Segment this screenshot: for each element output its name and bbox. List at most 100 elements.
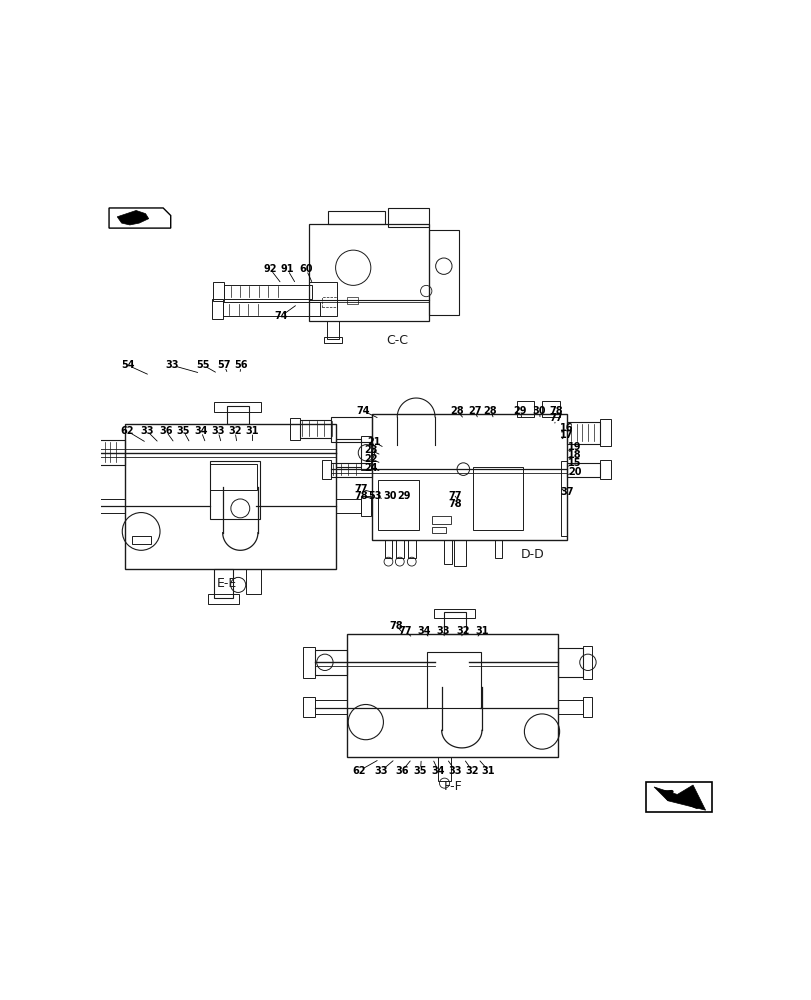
- Bar: [336, 439, 361, 467]
- Text: 62: 62: [120, 426, 133, 436]
- Polygon shape: [109, 208, 170, 228]
- Bar: [97, 499, 125, 513]
- Text: 15: 15: [567, 458, 581, 468]
- Text: 37: 37: [560, 487, 573, 497]
- Text: 92: 92: [263, 264, 277, 274]
- Bar: [303, 697, 315, 717]
- Bar: [361, 496, 371, 516]
- Text: 16: 16: [560, 423, 573, 433]
- Text: 77: 77: [448, 491, 461, 501]
- Bar: [224, 285, 312, 299]
- Bar: [208, 594, 238, 604]
- Bar: [566, 463, 599, 477]
- Polygon shape: [117, 210, 148, 225]
- Text: D-D: D-D: [520, 548, 543, 561]
- Text: 20: 20: [567, 467, 581, 477]
- Text: 32: 32: [465, 766, 478, 776]
- Bar: [371, 414, 567, 540]
- Text: 78: 78: [388, 621, 402, 631]
- Text: 77: 77: [354, 484, 367, 494]
- Bar: [434, 609, 474, 618]
- Bar: [321, 297, 337, 307]
- Bar: [582, 697, 592, 717]
- Bar: [378, 480, 418, 530]
- Bar: [557, 700, 582, 714]
- Bar: [213, 569, 233, 598]
- Bar: [444, 612, 466, 634]
- Text: 32: 32: [228, 426, 242, 436]
- Bar: [324, 337, 341, 343]
- Bar: [566, 422, 599, 444]
- Text: 60: 60: [299, 264, 312, 274]
- Bar: [315, 650, 346, 675]
- Text: F-F: F-F: [443, 780, 461, 793]
- Bar: [542, 401, 559, 417]
- Bar: [346, 634, 557, 757]
- Bar: [431, 527, 445, 533]
- Text: 18: 18: [567, 450, 581, 460]
- Bar: [299, 420, 331, 438]
- Bar: [346, 297, 358, 304]
- Bar: [84, 496, 97, 516]
- Text: 23: 23: [363, 445, 377, 455]
- Text: 31: 31: [246, 426, 259, 436]
- Text: 34: 34: [431, 766, 444, 776]
- Polygon shape: [653, 785, 705, 810]
- Text: 74: 74: [355, 406, 369, 416]
- Bar: [214, 402, 261, 412]
- Bar: [328, 211, 384, 224]
- Bar: [315, 700, 346, 714]
- Bar: [557, 648, 582, 677]
- Text: 21: 21: [367, 437, 380, 447]
- Bar: [223, 302, 320, 316]
- Text: 78: 78: [354, 491, 367, 501]
- Text: 55: 55: [196, 360, 210, 370]
- Text: 34: 34: [194, 426, 208, 436]
- Text: 78: 78: [448, 499, 461, 509]
- Text: 53: 53: [367, 491, 381, 501]
- Text: 29: 29: [397, 491, 410, 501]
- Text: E-E: E-E: [217, 577, 237, 590]
- Bar: [517, 401, 534, 417]
- Bar: [453, 540, 466, 566]
- Text: 27: 27: [467, 406, 481, 416]
- Bar: [582, 646, 592, 679]
- Text: 57: 57: [217, 360, 230, 370]
- Text: 29: 29: [513, 406, 526, 416]
- Text: 33: 33: [165, 360, 178, 370]
- Bar: [212, 299, 223, 319]
- Bar: [331, 463, 371, 477]
- Text: 30: 30: [532, 406, 546, 416]
- Bar: [331, 417, 371, 442]
- Bar: [97, 440, 125, 465]
- Bar: [290, 418, 299, 440]
- Bar: [472, 467, 522, 530]
- Text: 35: 35: [176, 426, 190, 436]
- Text: 56: 56: [234, 360, 247, 370]
- Bar: [431, 516, 450, 524]
- Text: 33: 33: [436, 626, 449, 636]
- Text: 36: 36: [159, 426, 172, 436]
- Text: 36: 36: [395, 766, 409, 776]
- Text: 22: 22: [363, 454, 377, 464]
- Polygon shape: [645, 782, 711, 812]
- Text: 33: 33: [375, 766, 388, 776]
- Bar: [361, 436, 371, 470]
- Text: 91: 91: [280, 264, 294, 274]
- Bar: [437, 757, 451, 781]
- Text: 28: 28: [449, 406, 463, 416]
- Text: 17: 17: [560, 430, 573, 440]
- Text: 28: 28: [483, 406, 496, 416]
- Bar: [309, 282, 337, 316]
- Bar: [384, 540, 392, 558]
- Bar: [599, 460, 611, 479]
- Bar: [226, 406, 248, 424]
- Text: 33: 33: [139, 426, 153, 436]
- Bar: [309, 224, 428, 321]
- Bar: [131, 536, 150, 544]
- Bar: [396, 540, 403, 558]
- Text: 32: 32: [456, 626, 470, 636]
- Text: 33: 33: [448, 766, 461, 776]
- Bar: [326, 321, 339, 339]
- Bar: [84, 437, 97, 469]
